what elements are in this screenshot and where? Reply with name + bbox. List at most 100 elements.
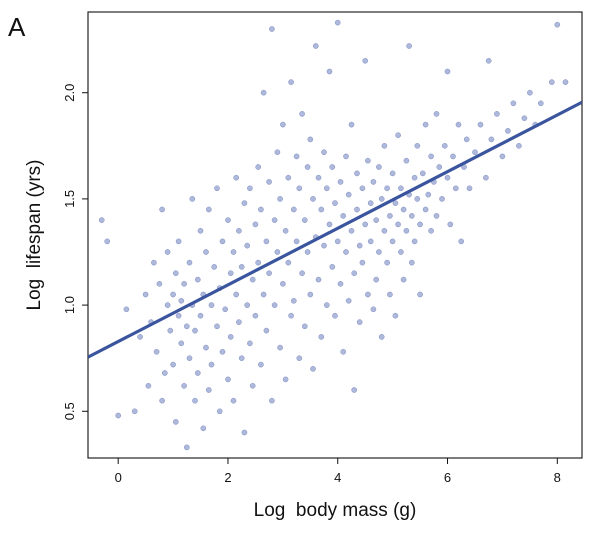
data-point <box>153 348 160 355</box>
data-point <box>477 121 484 128</box>
data-point <box>392 312 399 319</box>
data-point <box>216 408 223 415</box>
data-point <box>183 323 190 330</box>
data-point <box>123 306 130 313</box>
y-tick-label: 1.5 <box>62 190 77 208</box>
data-point <box>104 238 111 245</box>
x-tick-label: 4 <box>334 470 341 485</box>
data-point <box>392 200 399 206</box>
data-point <box>192 397 198 404</box>
data-point <box>211 264 218 270</box>
data-point <box>145 382 152 389</box>
data-point <box>439 196 445 202</box>
data-point <box>384 185 390 192</box>
data-point <box>225 217 231 223</box>
data-point <box>378 196 385 202</box>
data-point <box>205 206 212 213</box>
data-point <box>189 196 196 202</box>
data-point <box>348 227 355 234</box>
data-point <box>175 238 182 245</box>
data-point <box>450 153 456 160</box>
data-point <box>362 57 369 64</box>
data-point <box>271 217 278 223</box>
data-point <box>318 206 325 213</box>
data-point <box>428 153 434 160</box>
y-tick-label: 2.0 <box>62 84 77 102</box>
data-point <box>381 142 388 149</box>
x-tick-label: 2 <box>224 470 231 485</box>
data-point <box>395 132 401 139</box>
data-point <box>293 238 300 245</box>
data-point <box>277 196 283 202</box>
data-point <box>494 111 500 117</box>
data-point <box>483 174 489 181</box>
data-point <box>414 196 421 202</box>
data-point <box>378 334 385 340</box>
data-point <box>332 312 338 319</box>
data-point <box>365 157 371 164</box>
data-point <box>255 164 262 170</box>
data-point <box>307 136 314 143</box>
data-point <box>238 264 245 270</box>
data-point <box>277 344 283 351</box>
data-point <box>321 149 327 156</box>
data-point <box>241 200 248 206</box>
data-point <box>192 327 198 334</box>
y-axis-ticks: 0.5 1.0 1.5 2.0 <box>62 84 88 420</box>
data-point <box>260 291 267 298</box>
data-point <box>225 376 231 383</box>
data-point <box>441 142 448 149</box>
data-point <box>337 280 344 287</box>
data-point <box>400 276 407 283</box>
data-points <box>98 19 569 451</box>
data-point <box>236 227 242 234</box>
data-point <box>227 334 234 340</box>
data-point <box>258 361 264 368</box>
data-point <box>274 249 281 255</box>
x-tick-label: 8 <box>554 470 561 485</box>
data-point <box>236 319 242 325</box>
data-point <box>304 249 311 255</box>
data-point <box>186 355 193 362</box>
data-point <box>161 370 168 376</box>
data-point <box>510 100 517 107</box>
data-point <box>293 153 300 160</box>
data-point <box>334 19 341 26</box>
data-point <box>315 276 322 283</box>
data-point <box>359 185 366 192</box>
data-point <box>252 221 259 228</box>
data-point <box>299 111 305 117</box>
y-axis-label: Log lifespan (yrs) <box>24 159 45 310</box>
data-point <box>222 306 229 313</box>
data-point <box>505 128 511 134</box>
data-point <box>285 174 292 181</box>
data-point <box>214 323 220 330</box>
data-point <box>227 270 234 277</box>
data-point <box>312 43 319 49</box>
data-point <box>359 259 366 266</box>
data-point <box>178 340 185 347</box>
data-point <box>296 355 303 362</box>
data-point <box>290 206 297 213</box>
data-point <box>230 397 237 404</box>
data-point <box>408 259 415 266</box>
data-point <box>172 270 179 277</box>
data-point <box>288 312 294 319</box>
data-point <box>194 370 201 376</box>
data-point <box>537 100 544 107</box>
data-point <box>419 170 426 177</box>
data-point <box>244 302 251 308</box>
data-point <box>115 412 122 419</box>
data-point <box>326 221 333 228</box>
data-point <box>370 306 377 313</box>
data-point <box>345 297 352 304</box>
data-point <box>516 142 522 149</box>
data-point <box>280 280 286 287</box>
data-point <box>156 280 163 287</box>
data-point <box>351 270 358 277</box>
data-point <box>433 111 440 117</box>
data-point <box>203 249 209 255</box>
data-point <box>334 238 341 245</box>
data-point <box>340 348 347 355</box>
data-point <box>233 174 240 181</box>
